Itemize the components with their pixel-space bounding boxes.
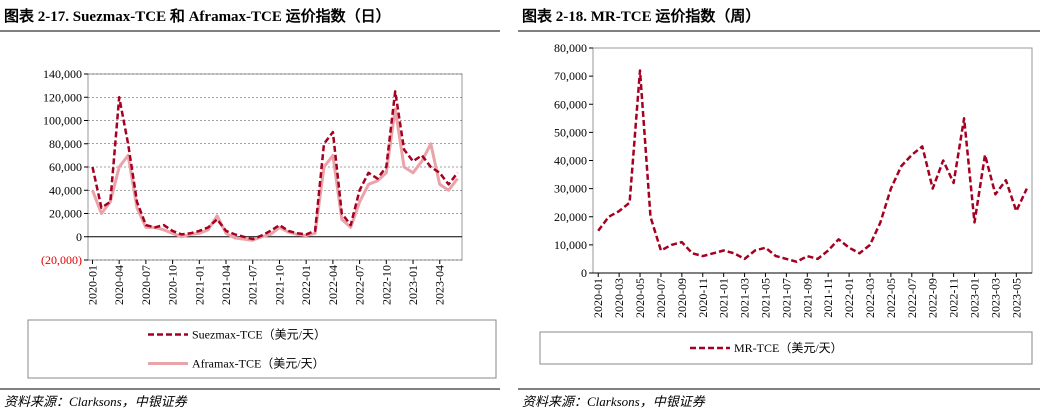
x-tick-label: 2021-03 bbox=[738, 278, 752, 318]
y-tick-label: 70,000 bbox=[554, 69, 587, 83]
x-tick-label: 2022-11 bbox=[947, 278, 961, 318]
plot-frame bbox=[592, 47, 1033, 274]
y-tick-label: 60,000 bbox=[49, 160, 82, 174]
x-tick-label: 2022-03 bbox=[863, 278, 877, 318]
x-tick-label: 2021-09 bbox=[800, 278, 814, 318]
x-tick-label: 2021-07 bbox=[779, 278, 793, 318]
series-line bbox=[597, 69, 1028, 264]
legend-label: Aframax-TCE（美元/天） bbox=[192, 357, 325, 371]
y-tick-label: 20,000 bbox=[554, 210, 587, 224]
y-tick-label: 60,000 bbox=[554, 97, 587, 111]
y-tick-label: 80,000 bbox=[554, 41, 587, 55]
legend-label: MR-TCE（美元/天） bbox=[734, 341, 843, 355]
x-tick-label: 2022-07 bbox=[905, 278, 919, 318]
x-tick-label: 2020-07 bbox=[654, 278, 668, 318]
y-tick-label: 140,000 bbox=[43, 67, 82, 81]
x-tick-label: 2021-05 bbox=[758, 278, 772, 318]
x-tick-label: 2023-01 bbox=[968, 278, 982, 318]
x-tick-label: 2022-01 bbox=[842, 278, 856, 318]
source: 资料来源：Clarksons，中银证券 bbox=[522, 394, 706, 409]
y-tick-label: 0 bbox=[76, 230, 82, 244]
chart-title: 图表 2-17. Suezmax-TCE 和 Aframax-TCE 运价指数（… bbox=[4, 7, 391, 25]
y-tick-label: 30,000 bbox=[554, 182, 587, 196]
y-tick-label: (20,000) bbox=[41, 253, 82, 267]
x-tick-label: 2020-05 bbox=[633, 278, 647, 318]
y-tick-label: 40,000 bbox=[554, 154, 587, 168]
x-tick-label: 2020-11 bbox=[696, 278, 710, 318]
x-tick-label: 2020-10 bbox=[166, 265, 180, 305]
x-tick-label: 2020-07 bbox=[139, 265, 153, 305]
y-tick-label: 50,000 bbox=[554, 125, 587, 139]
chart-title: 图表 2-18. MR-TCE 运价指数（周） bbox=[522, 7, 760, 25]
x-tick-label: 2020-01 bbox=[85, 265, 99, 305]
x-tick-label: 2021-01 bbox=[717, 278, 731, 318]
x-tick-label: 2021-01 bbox=[192, 265, 206, 305]
x-tick-label: 2022-10 bbox=[379, 265, 393, 305]
x-tick-label: 2022-09 bbox=[926, 278, 940, 318]
y-tick-label: 120,000 bbox=[43, 90, 82, 104]
x-tick-label: 2023-01 bbox=[406, 265, 420, 305]
x-tick-label: 2021-10 bbox=[272, 265, 286, 305]
y-tick-label: 80,000 bbox=[49, 137, 82, 151]
x-tick-label: 2021-04 bbox=[219, 265, 233, 305]
x-tick-label: 2020-01 bbox=[591, 278, 605, 318]
legend-label: Suezmax-TCE（美元/天） bbox=[192, 328, 326, 342]
x-tick-label: 2023-03 bbox=[988, 278, 1002, 318]
x-tick-label: 2022-05 bbox=[884, 278, 898, 318]
legend-box bbox=[539, 331, 1033, 365]
x-tick-label: 2021-11 bbox=[821, 278, 835, 318]
x-tick-label: 2023-04 bbox=[433, 265, 447, 305]
y-tick-label: 10,000 bbox=[554, 238, 587, 252]
x-tick-label: 2020-09 bbox=[675, 278, 689, 318]
x-tick-label: 2023-05 bbox=[1009, 278, 1023, 318]
x-tick-label: 2020-03 bbox=[612, 278, 626, 318]
series-line bbox=[91, 107, 459, 242]
x-tick-label: 2022-01 bbox=[299, 265, 313, 305]
series-line bbox=[91, 90, 459, 241]
y-tick-label: 40,000 bbox=[49, 183, 82, 197]
y-tick-label: 20,000 bbox=[49, 207, 82, 221]
x-tick-label: 2022-07 bbox=[353, 265, 367, 305]
legend-box bbox=[27, 319, 497, 379]
x-tick-label: 2020-04 bbox=[112, 265, 126, 305]
x-tick-label: 2021-07 bbox=[246, 265, 260, 305]
y-tick-label: 0 bbox=[581, 266, 587, 280]
source: 资料来源：Clarksons，中银证券 bbox=[4, 394, 188, 409]
y-tick-label: 100,000 bbox=[43, 114, 82, 128]
x-tick-label: 2022-04 bbox=[326, 265, 340, 305]
